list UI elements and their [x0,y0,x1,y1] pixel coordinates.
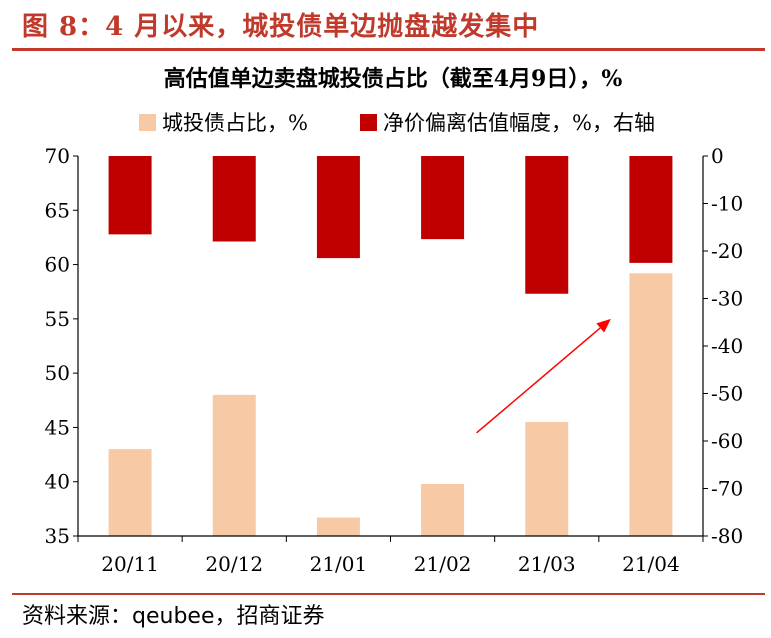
right-tick-label: -60 [711,429,743,453]
x-tick-label: 21/02 [414,552,472,576]
share-bar [421,483,465,536]
share-bar [629,273,673,536]
left-tick-label: 70 [45,144,70,168]
share-bar [525,422,569,536]
trend-arrow-line [476,327,601,434]
deviation-bar [629,156,673,263]
x-tick-label: 21/01 [310,552,368,576]
right-tick-label: -20 [711,239,743,263]
deviation-bar [421,156,465,240]
right-tick-label: -10 [711,192,743,216]
bottom-rule [12,593,765,595]
x-tick-label: 21/04 [622,552,680,576]
legend-label-deviation: 净价偏离估值幅度，%，右轴 [383,111,655,135]
left-tick-label: 40 [45,470,70,494]
right-tick-label: 0 [711,144,724,168]
share-bar [108,449,152,536]
left-tick-label: 45 [45,415,70,439]
x-tick-label: 20/11 [101,552,159,576]
x-tick-label: 20/12 [205,552,263,576]
deviation-bar [212,156,256,242]
trend-arrow [476,318,611,434]
share-bars [108,273,673,536]
share-bar [212,394,256,536]
legend-swatch-share [139,114,156,131]
deviation-bar [108,156,152,235]
left-tick-label: 50 [45,361,70,385]
trend-arrow-head [596,318,611,333]
legend-label-share: 城投债占比，% [162,111,308,135]
left-tick-label: 65 [45,198,70,222]
left-tick-label: 55 [45,307,70,331]
left-axis-ticks: 35 40 45 50 55 60 65 70 [45,144,78,548]
share-bar [316,517,360,536]
right-tick-label: -40 [711,334,743,358]
left-tick-label: 35 [45,524,70,548]
right-axis-ticks: 0 -10 -20 -30 -40 -50 -60 -70 -80 [703,144,743,548]
x-axis-ticks: 20/11 20/12 21/01 21/02 21/03 21/04 [77,536,704,576]
right-tick-label: -50 [711,382,743,406]
deviation-bar [316,156,360,259]
chart-title: 高估值单边卖盘城投债占比（截至4月9日），% [164,66,623,92]
right-tick-label: -30 [711,287,743,311]
x-tick-label: 21/03 [518,552,576,576]
figure-title: 图 8：4 月以来，城投债单边抛盘越发集中 [22,12,540,42]
legend: 城投债占比，% 净价偏离估值幅度，%，右轴 [139,111,655,135]
left-tick-label: 60 [45,253,70,277]
right-tick-label: -70 [711,477,743,501]
top-rule [12,48,765,51]
source-note: 资料来源：qeubee，招商证券 [22,604,325,629]
deviation-bars [108,156,673,294]
legend-swatch-deviation [360,114,377,131]
deviation-bar [525,156,569,294]
right-tick-label: -80 [711,524,743,548]
